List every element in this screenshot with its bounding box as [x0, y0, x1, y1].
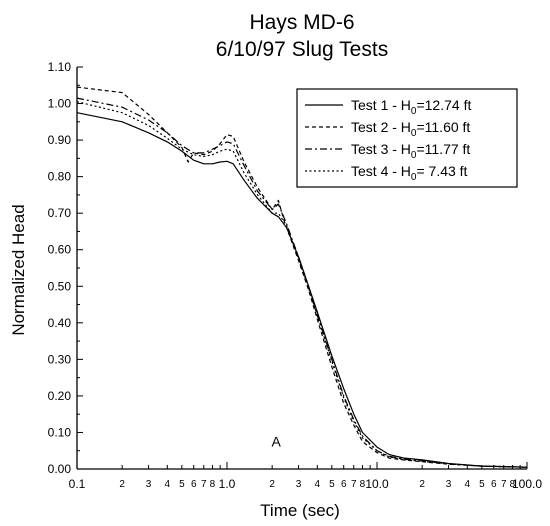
x-minor-tick-label: 8 [360, 479, 366, 490]
x-minor-tick-label: 5 [479, 479, 485, 490]
y-tick-label: 0.60 [48, 243, 72, 257]
y-tick-label: 0.40 [48, 316, 72, 330]
x-minor-tick-label: 5 [179, 479, 185, 490]
x-tick-label: 10.0 [365, 477, 389, 491]
x-minor-tick-label: 7 [201, 479, 207, 490]
legend-label-test-2: Test 2 - H0=11.60 ft [351, 119, 470, 139]
x-minor-tick-label: 2 [119, 479, 125, 490]
x-minor-tick-label: 4 [465, 479, 471, 490]
axis-ticks: 0.00 0.10 0.20 0.30 0.40 0.50 0.60 0.70 0.80 0.90… [48, 60, 543, 491]
x-tick-label: 1.0 [219, 477, 236, 491]
y-tick-label: 1.10 [48, 60, 72, 74]
chart-title: Hays MD-6 6/10/97 Slug Tests [216, 11, 388, 61]
series-line-test-3 [76, 97, 528, 468]
legend-label-test-3: Test 3 - H0=11.77 ft [351, 141, 470, 161]
x-minor-tick-label: 8 [510, 479, 516, 490]
y-tick-label: 0.30 [48, 352, 72, 366]
x-axis-title: Time (sec) [260, 501, 340, 520]
x-minor-tick-label: 3 [296, 479, 302, 490]
y-tick-label: 1.00 [48, 97, 72, 111]
x-tick-label: 100.0 [512, 477, 542, 491]
x-tick-label: 0.1 [69, 477, 86, 491]
x-minor-tick-label: 7 [351, 479, 357, 490]
x-minor-tick-label: 4 [315, 479, 321, 490]
y-tick-label: 0.00 [48, 462, 72, 476]
x-minor-tick-label: 2 [419, 479, 425, 490]
y-axis-title: Normalized Head [9, 204, 28, 335]
y-tick-label: 0.50 [48, 279, 72, 293]
chart-title-line: Hays MD-6 [249, 11, 354, 34]
x-minor-tick-label: 3 [446, 479, 452, 490]
data-series [76, 86, 528, 468]
x-minor-tick-label: 6 [341, 479, 347, 490]
x-minor-tick-label: 6 [491, 479, 497, 490]
series-line-test-4 [76, 101, 528, 468]
series-line-test-2 [76, 86, 528, 468]
legend-label-test-4: Test 4 - H0= 7.43 ft [351, 163, 468, 183]
x-minor-tick-label: 6 [191, 479, 197, 490]
annotations: A [271, 433, 281, 449]
y-tick-label: 0.90 [48, 133, 72, 147]
chart-title-line: 6/10/97 Slug Tests [216, 38, 388, 61]
legend-label-test-1: Test 1 - H0=12.74 ft [351, 97, 471, 117]
x-minor-tick-label: 8 [210, 479, 216, 490]
y-tick-label: 0.70 [48, 206, 72, 220]
x-minor-tick-label: 4 [165, 479, 171, 490]
series-line-test-1 [76, 112, 528, 468]
x-minor-tick-label: 5 [329, 479, 335, 490]
x-minor-tick-label: 7 [501, 479, 507, 490]
x-minor-tick-label: 2 [269, 479, 275, 490]
y-tick-label: 0.80 [48, 170, 72, 184]
y-tick-label: 0.10 [48, 425, 72, 439]
annotation-label: A [271, 433, 281, 449]
y-tick-label: 0.20 [48, 389, 72, 403]
x-minor-tick-label: 3 [146, 479, 152, 490]
